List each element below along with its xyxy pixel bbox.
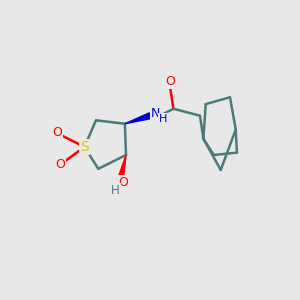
Text: N: N bbox=[151, 107, 160, 120]
Text: H: H bbox=[111, 184, 120, 197]
Text: O: O bbox=[52, 126, 62, 139]
Text: O: O bbox=[118, 176, 128, 189]
Polygon shape bbox=[117, 155, 126, 181]
Text: H: H bbox=[159, 114, 167, 124]
Text: O: O bbox=[165, 75, 175, 88]
Text: O: O bbox=[55, 158, 65, 171]
Polygon shape bbox=[125, 113, 151, 124]
Text: S: S bbox=[80, 140, 89, 154]
